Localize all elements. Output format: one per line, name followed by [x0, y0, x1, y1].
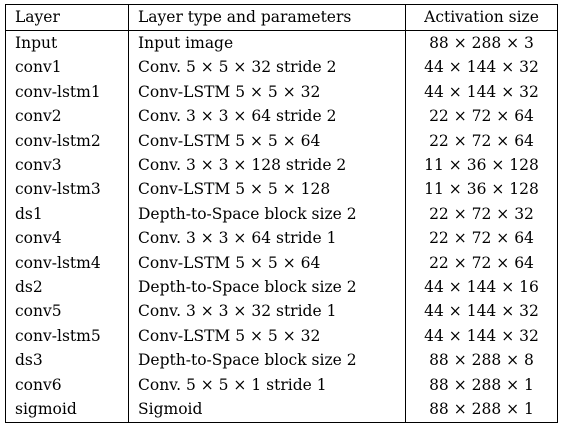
cell-activation-size: 44 × 144 × 32	[405, 299, 558, 324]
cell-layer-type: Depth-to-Space block size 2	[128, 201, 406, 227]
table-row: conv-lstm1 Conv-LSTM 5 × 5 × 32 44 × 144 ×…	[5, 79, 558, 105]
table-row: conv-lstm3 Conv-LSTM 5 × 5 × 128 11 × 36 ×…	[5, 177, 558, 202]
cell-layer-type: Conv. 3 × 3 × 32 stride 1	[128, 299, 406, 324]
table-row: ds3 Depth-to-Space block size 2 88 × 288 ×…	[5, 348, 558, 373]
table-body: Input Input image 88 × 288 × 3 conv1 Conv. 5…	[5, 30, 558, 422]
cell-layer-type: Conv. 3 × 3 × 64 stride 1	[128, 226, 406, 251]
cell-activation-size: 11 × 36 × 128	[405, 177, 558, 202]
cell-layer: conv6	[5, 372, 129, 398]
cell-activation-size: 22 × 72 × 64	[405, 250, 558, 276]
cell-layer: conv-lstm2	[5, 128, 129, 154]
cell-layer: conv1	[5, 55, 129, 80]
cell-layer: conv2	[5, 104, 129, 129]
cell-layer-type: Input image	[128, 30, 406, 56]
cell-activation-size: 88 × 288 × 1	[405, 397, 558, 422]
cell-activation-size: 22 × 72 × 64	[405, 104, 558, 129]
cell-layer-type: Conv-LSTM 5 × 5 × 128	[128, 177, 406, 202]
cell-layer-type: Conv-LSTM 5 × 5 × 32	[128, 323, 406, 349]
cell-activation-size: 22 × 72 × 64	[405, 226, 558, 251]
table-row: conv1 Conv. 5 × 5 × 32 stride 2 44 × 144 ×…	[5, 55, 558, 80]
table-header: Layer Layer type and parameters Activati…	[5, 4, 558, 31]
table-row: conv-lstm4 Conv-LSTM 5 × 5 × 64 22 × 72 × …	[5, 250, 558, 276]
table-row: conv6 Conv. 5 × 5 × 1 stride 1 88 × 288 × …	[5, 372, 558, 398]
table-row: conv2 Conv. 3 × 3 × 64 stride 2 22 × 72 × …	[5, 104, 558, 129]
cell-layer: conv4	[5, 226, 129, 251]
cell-activation-size: 44 × 144 × 32	[405, 79, 558, 105]
cell-activation-size: 22 × 72 × 64	[405, 128, 558, 154]
cell-activation-size: 44 × 144 × 16	[405, 275, 558, 300]
cell-layer-type: Depth-to-Space block size 2	[128, 275, 406, 300]
table-row: sigmoid Sigmoid 88 × 288 × 1	[5, 397, 558, 422]
header-layer-type: Layer type and parameters	[128, 4, 406, 31]
cell-layer-type: Depth-to-Space block size 2	[128, 348, 406, 373]
cell-layer-type: Conv. 3 × 3 × 128 stride 2	[128, 153, 406, 178]
table-row: conv5 Conv. 3 × 3 × 32 stride 1 44 × 144 ×…	[5, 299, 558, 324]
layer-table: Layer Layer type and parameters Activati…	[5, 4, 558, 423]
cell-layer: sigmoid	[5, 397, 129, 422]
cell-layer: conv-lstm3	[5, 177, 129, 202]
table-row: conv-lstm5 Conv-LSTM 5 × 5 × 32 44 × 144 ×…	[5, 323, 558, 349]
cell-activation-size: 44 × 144 × 32	[405, 323, 558, 349]
table-row: conv3 Conv. 3 × 3 × 128 stride 2 11 × 36 ×…	[5, 153, 558, 178]
cell-layer-type: Conv-LSTM 5 × 5 × 64	[128, 128, 406, 154]
cell-layer: conv-lstm5	[5, 323, 129, 349]
cell-layer: ds3	[5, 348, 129, 373]
cell-activation-size: 88 × 288 × 3	[405, 30, 558, 56]
cell-activation-size: 44 × 144 × 32	[405, 55, 558, 80]
cell-layer: conv-lstm1	[5, 79, 129, 105]
cell-layer: ds2	[5, 275, 129, 300]
cell-layer-type: Conv. 3 × 3 × 64 stride 2	[128, 104, 406, 129]
header-row: Layer Layer type and parameters Activati…	[5, 4, 558, 31]
cell-activation-size: 88 × 288 × 8	[405, 348, 558, 373]
cell-activation-size: 88 × 288 × 1	[405, 372, 558, 398]
cell-layer-type: Sigmoid	[128, 397, 406, 422]
cell-layer: conv3	[5, 153, 129, 178]
cell-layer-type: Conv. 5 × 5 × 1 stride 1	[128, 372, 406, 398]
cell-activation-size: 22 × 72 × 32	[405, 201, 558, 227]
table-row: ds2 Depth-to-Space block size 2 44 × 144 ×…	[5, 275, 558, 300]
cell-activation-size: 11 × 36 × 128	[405, 153, 558, 178]
cell-layer-type: Conv-LSTM 5 × 5 × 32	[128, 79, 406, 105]
table-row: conv4 Conv. 3 × 3 × 64 stride 1 22 × 72 × …	[5, 226, 558, 251]
cell-layer-type: Conv-LSTM 5 × 5 × 64	[128, 250, 406, 276]
header-activation-size: Activation size	[405, 4, 558, 31]
cell-layer: Input	[5, 30, 129, 56]
cell-layer: conv5	[5, 299, 129, 324]
cell-layer: ds1	[5, 201, 129, 227]
cell-layer-type: Conv. 5 × 5 × 32 stride 2	[128, 55, 406, 80]
table-row: conv-lstm2 Conv-LSTM 5 × 5 × 64 22 × 72 × …	[5, 128, 558, 154]
header-layer: Layer	[5, 4, 129, 31]
cell-layer: conv-lstm4	[5, 250, 129, 276]
table-row: ds1 Depth-to-Space block size 2 22 × 72 × …	[5, 201, 558, 227]
table-row: Input Input image 88 × 288 × 3	[5, 30, 558, 56]
